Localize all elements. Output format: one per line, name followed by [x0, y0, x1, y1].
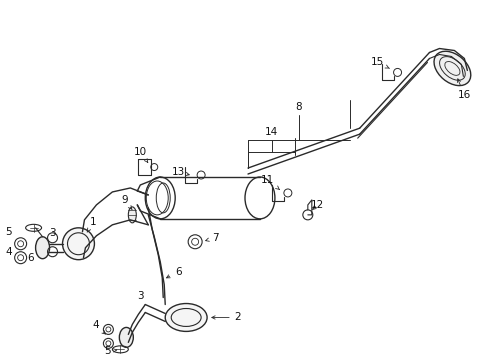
Text: 4: 4: [92, 320, 105, 334]
Text: 4: 4: [5, 247, 12, 257]
Text: 7: 7: [205, 233, 218, 243]
Text: 6: 6: [166, 267, 181, 278]
Text: 11: 11: [261, 175, 279, 190]
Ellipse shape: [433, 51, 470, 86]
Text: 5: 5: [5, 227, 12, 237]
Text: 3: 3: [49, 228, 56, 238]
Text: 6: 6: [27, 253, 34, 263]
Text: 14: 14: [265, 127, 278, 137]
Text: 1: 1: [87, 217, 97, 232]
Ellipse shape: [36, 237, 49, 259]
Text: 2: 2: [211, 312, 241, 323]
Text: 9: 9: [121, 195, 132, 210]
Text: 12: 12: [310, 200, 324, 210]
Ellipse shape: [165, 303, 207, 332]
Text: 15: 15: [370, 58, 389, 68]
Text: 10: 10: [133, 147, 147, 162]
Text: 8: 8: [295, 102, 302, 112]
Text: 3: 3: [137, 291, 143, 301]
Ellipse shape: [62, 228, 94, 260]
Ellipse shape: [128, 207, 136, 223]
Ellipse shape: [119, 328, 133, 347]
Text: 13: 13: [171, 167, 189, 177]
Text: 5: 5: [104, 346, 117, 356]
Text: 16: 16: [457, 79, 470, 100]
